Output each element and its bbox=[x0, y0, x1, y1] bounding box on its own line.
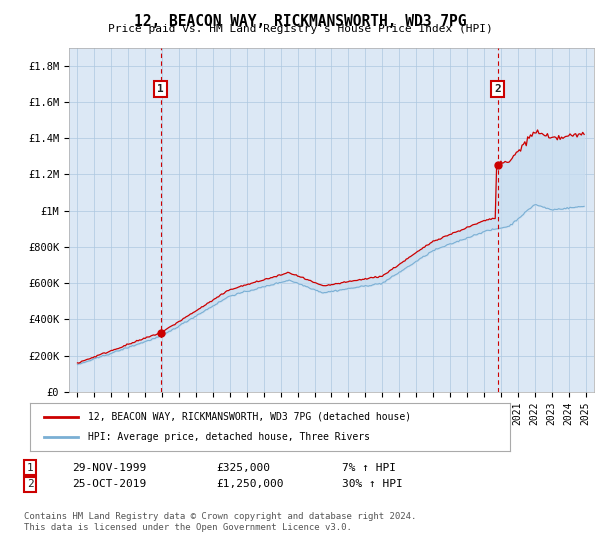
Text: 1: 1 bbox=[26, 463, 34, 473]
Text: 7% ↑ HPI: 7% ↑ HPI bbox=[342, 463, 396, 473]
Text: 30% ↑ HPI: 30% ↑ HPI bbox=[342, 479, 403, 489]
Text: HPI: Average price, detached house, Three Rivers: HPI: Average price, detached house, Thre… bbox=[88, 432, 370, 442]
Text: £1,250,000: £1,250,000 bbox=[216, 479, 284, 489]
Text: Contains HM Land Registry data © Crown copyright and database right 2024.
This d: Contains HM Land Registry data © Crown c… bbox=[24, 512, 416, 532]
Text: 25-OCT-2019: 25-OCT-2019 bbox=[72, 479, 146, 489]
Text: 2: 2 bbox=[26, 479, 34, 489]
Text: 12, BEACON WAY, RICKMANSWORTH, WD3 7PG (detached house): 12, BEACON WAY, RICKMANSWORTH, WD3 7PG (… bbox=[88, 412, 411, 422]
Text: £325,000: £325,000 bbox=[216, 463, 270, 473]
Text: 2: 2 bbox=[494, 84, 501, 94]
Text: 29-NOV-1999: 29-NOV-1999 bbox=[72, 463, 146, 473]
Text: Price paid vs. HM Land Registry's House Price Index (HPI): Price paid vs. HM Land Registry's House … bbox=[107, 24, 493, 34]
Text: 1: 1 bbox=[157, 84, 164, 94]
Text: 12, BEACON WAY, RICKMANSWORTH, WD3 7PG: 12, BEACON WAY, RICKMANSWORTH, WD3 7PG bbox=[134, 14, 466, 29]
